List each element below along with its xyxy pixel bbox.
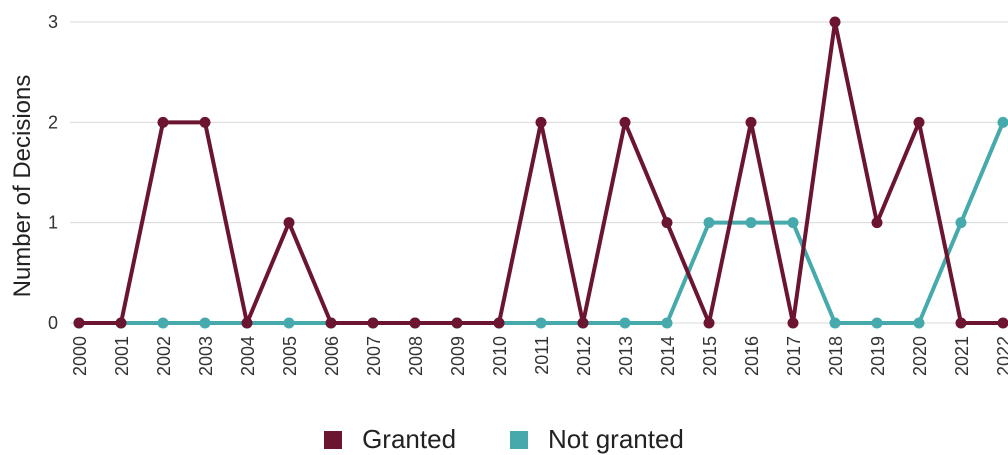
data-point: [871, 217, 883, 229]
data-point: [199, 317, 211, 329]
x-tick-label: 2010: [490, 336, 510, 376]
x-tick-label: 2022: [994, 336, 1008, 376]
x-tick-labels: 2000 2001 2002 2003 2004 2005 2006 2007 2008 2009…: [70, 336, 1008, 376]
legend-swatch-not-granted: [510, 430, 529, 449]
data-point: [619, 317, 631, 329]
data-point: [283, 317, 295, 329]
y-tick-label: 0: [48, 313, 58, 333]
data-point: [409, 317, 421, 329]
data-point: [997, 116, 1008, 128]
data-point: [535, 116, 547, 128]
x-tick-label: 2018: [826, 336, 846, 376]
x-tick-label: 2011: [532, 336, 552, 375]
legend-label-not-granted: Not granted: [548, 424, 684, 454]
data-point: [283, 217, 295, 229]
x-tick-label: 2005: [280, 336, 300, 376]
x-tick-label: 2000: [70, 336, 90, 376]
data-point: [493, 317, 505, 329]
y-tick-label: 1: [48, 213, 58, 233]
data-point: [661, 317, 673, 329]
data-point: [577, 317, 589, 329]
y-tick-label: 3: [48, 12, 58, 32]
y-tick-labels: 0 1 2 3: [48, 12, 58, 333]
x-tick-label: 2009: [448, 336, 468, 376]
x-tick-label: 2012: [574, 336, 594, 376]
data-point: [157, 317, 169, 329]
x-tick-label: 2021: [952, 336, 972, 376]
series-granted: [73, 16, 1008, 329]
data-point: [955, 217, 967, 229]
x-tick-label: 2014: [658, 336, 678, 376]
y-axis-title: Number of Decisions: [9, 75, 36, 298]
x-tick-label: 2002: [154, 336, 174, 376]
data-point: [73, 317, 85, 329]
legend-item-granted: Granted: [324, 424, 456, 455]
data-point: [703, 217, 715, 229]
series-line-granted: [77, 20, 1005, 325]
data-point: [745, 116, 757, 128]
x-tick-label: 2006: [322, 336, 342, 376]
data-point: [829, 16, 841, 28]
data-point: [829, 317, 841, 329]
data-point: [787, 317, 799, 329]
series-group: [73, 16, 1008, 329]
x-tick-label: 2013: [616, 336, 636, 376]
x-tick-label: 2007: [364, 336, 384, 376]
data-point: [241, 317, 253, 329]
data-point: [199, 116, 211, 128]
legend-swatch-granted: [324, 430, 343, 449]
data-point: [787, 217, 799, 229]
data-point: [955, 317, 967, 329]
y-tick-label: 2: [48, 112, 58, 132]
x-tick-label: 2003: [196, 336, 216, 376]
legend-label-granted: Granted: [362, 424, 457, 454]
x-tick-label: 2001: [112, 336, 132, 376]
x-tick-label: 2019: [868, 336, 888, 376]
x-tick-label: 2017: [784, 336, 804, 376]
legend: Granted Not granted: [0, 424, 1008, 455]
data-point: [703, 317, 715, 329]
data-point: [115, 317, 127, 329]
legend-item-not-granted: Not granted: [510, 424, 684, 455]
data-point: [367, 317, 379, 329]
data-point: [451, 317, 463, 329]
data-point: [997, 317, 1008, 329]
data-point: [157, 116, 169, 128]
x-tick-label: 2016: [742, 336, 762, 376]
x-tick-label: 2020: [910, 336, 930, 376]
data-point: [325, 317, 337, 329]
x-tick-label: 2004: [238, 336, 258, 376]
data-point: [535, 317, 547, 329]
data-point: [913, 116, 925, 128]
data-point: [913, 317, 925, 329]
data-point: [745, 217, 757, 229]
x-tick-label: 2008: [406, 336, 426, 376]
data-point: [661, 217, 673, 229]
data-point: [619, 116, 631, 128]
data-point: [871, 317, 883, 329]
x-tick-label: 2015: [700, 336, 720, 376]
